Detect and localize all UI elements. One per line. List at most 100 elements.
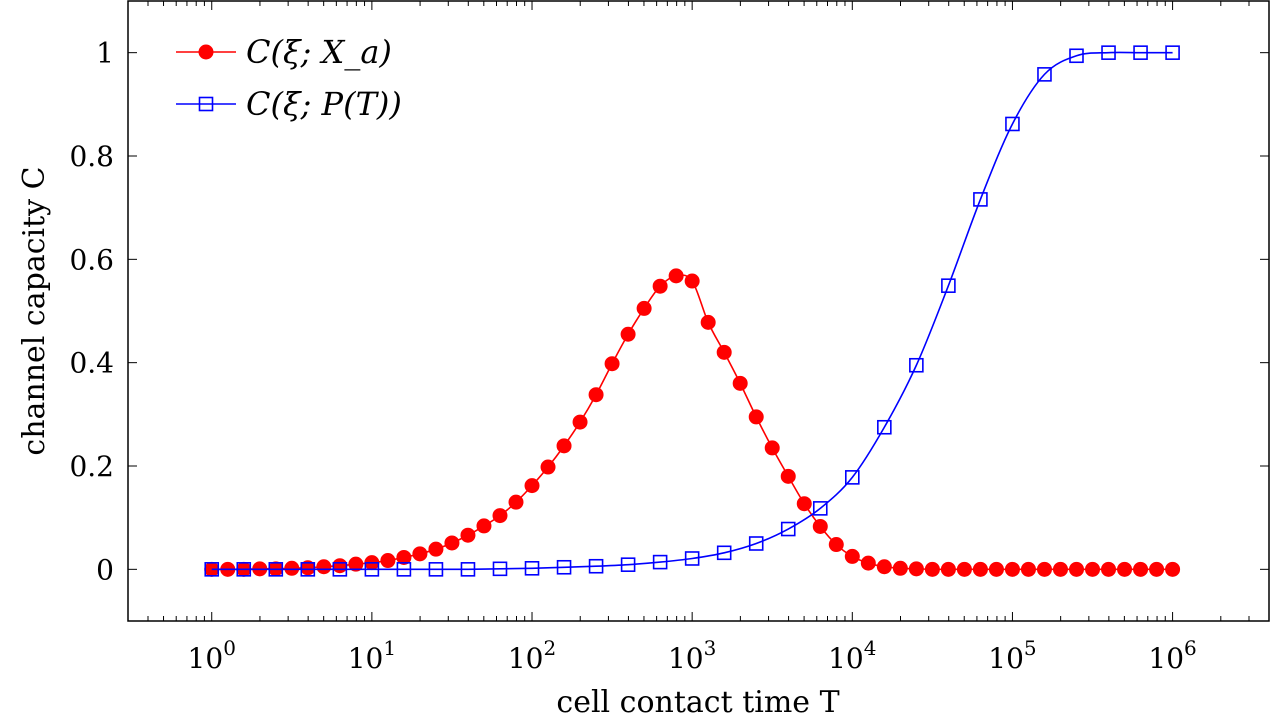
data-point-square — [236, 562, 252, 577]
data-point-circle — [588, 387, 604, 403]
data-point-square — [652, 554, 668, 570]
data-point-square — [1069, 48, 1084, 64]
data-point-circle — [892, 560, 908, 576]
data-point-square — [492, 561, 508, 577]
tick-marks — [127, 1, 1270, 621]
data-point-circle — [524, 478, 540, 494]
data-point-square — [332, 562, 348, 577]
y-tick-label: 0.6 — [69, 243, 114, 276]
data-point-circle — [476, 518, 492, 534]
legend-marker-circle — [198, 44, 214, 60]
data-point-circle — [732, 375, 748, 391]
series-line — [211, 274, 1173, 571]
data-point-circle — [460, 527, 476, 543]
data-point-circle — [844, 548, 860, 564]
data-point-circle — [492, 508, 508, 524]
legend-entry: C(ξ; P(T)) — [176, 85, 402, 123]
tick-labels: 100 101 102 103 104 105 106 0 0.2 0.4 0.6 0.8 1 — [69, 37, 1196, 675]
data-point-circle — [924, 561, 940, 577]
data-point-square — [1101, 45, 1116, 60]
y-tick-label: 0.8 — [69, 140, 114, 173]
data-point-circle — [1052, 561, 1068, 577]
data-point-square — [1133, 45, 1148, 60]
data-point-circle — [860, 555, 876, 571]
series-2 — [204, 45, 1180, 577]
legend-marker-square — [198, 96, 214, 112]
x-tick-label: 100 — [188, 636, 236, 675]
data-point-circle — [444, 535, 460, 551]
x-tick-label: 102 — [508, 636, 556, 675]
data-point-circle — [668, 268, 684, 284]
y-tick-label: 0.2 — [69, 450, 114, 483]
data-point-circle — [572, 414, 588, 430]
data-point-circle — [1004, 561, 1020, 577]
legend-label: C(ξ; X_a) — [246, 33, 392, 71]
data-point-circle — [348, 556, 364, 572]
data-point-square — [941, 278, 956, 293]
data-point-square — [268, 562, 284, 577]
data-point-circle — [620, 326, 636, 342]
data-point-circle — [1101, 561, 1117, 577]
y-tick-label: 0 — [96, 553, 114, 586]
data-point-circle — [540, 459, 556, 475]
data-point-circle — [812, 518, 828, 534]
data-point-square — [780, 521, 796, 537]
data-point-circle — [284, 560, 300, 576]
series-line — [211, 51, 1173, 571]
data-point-square — [204, 562, 220, 577]
data-point-square — [428, 562, 444, 577]
data-point-circle — [428, 541, 444, 557]
series-layer — [204, 45, 1181, 577]
series-1 — [204, 268, 1181, 577]
data-point-square — [620, 557, 636, 572]
data-point-square — [973, 192, 988, 207]
data-point-circle — [972, 561, 988, 577]
legend: C(ξ; X_a) C(ξ; P(T)) — [176, 33, 402, 123]
data-point-circle — [316, 559, 332, 575]
data-point-square — [588, 558, 604, 574]
data-point-square — [748, 536, 764, 551]
data-point-circle — [636, 300, 652, 316]
data-point-circle — [908, 561, 924, 577]
data-point-square — [524, 560, 540, 576]
data-point-circle — [684, 273, 700, 289]
data-point-square — [909, 357, 924, 373]
data-point-circle — [940, 561, 956, 577]
data-point-circle — [1036, 561, 1052, 577]
data-point-circle — [700, 314, 716, 330]
data-point-circle — [764, 440, 780, 456]
data-point-square — [845, 470, 860, 485]
data-point-square — [1005, 116, 1020, 132]
data-point-circle — [796, 496, 812, 512]
data-point-square — [812, 501, 828, 516]
data-point-circle — [1165, 561, 1181, 577]
data-point-square — [556, 559, 572, 575]
data-point-circle — [332, 558, 348, 574]
data-point-circle — [956, 561, 972, 577]
y-tick-label: 0.4 — [69, 347, 114, 380]
x-tick-label: 106 — [1148, 636, 1196, 675]
data-point-square — [364, 562, 380, 577]
data-point-circle — [380, 553, 396, 569]
data-point-circle — [556, 438, 572, 454]
data-point-circle — [1085, 561, 1101, 577]
data-point-circle — [1149, 561, 1165, 577]
data-point-circle — [652, 278, 668, 294]
data-point-circle — [508, 494, 524, 510]
data-point-circle — [1069, 561, 1085, 577]
data-point-circle — [1117, 561, 1133, 577]
x-tick-label: 101 — [348, 636, 396, 675]
y-tick-label: 1 — [96, 37, 114, 70]
data-point-circle — [412, 546, 428, 562]
data-point-circle — [748, 409, 764, 425]
data-point-circle — [604, 356, 620, 372]
x-tick-label: 104 — [828, 636, 876, 675]
y-axis-label: channel capacity C — [17, 166, 52, 455]
legend-label: C(ξ; P(T)) — [246, 85, 402, 123]
data-point-circle — [396, 549, 412, 565]
data-point-square — [684, 551, 700, 566]
data-point-circle — [716, 344, 732, 360]
legend-entry: C(ξ; X_a) — [176, 33, 392, 71]
data-point-square — [300, 562, 316, 577]
